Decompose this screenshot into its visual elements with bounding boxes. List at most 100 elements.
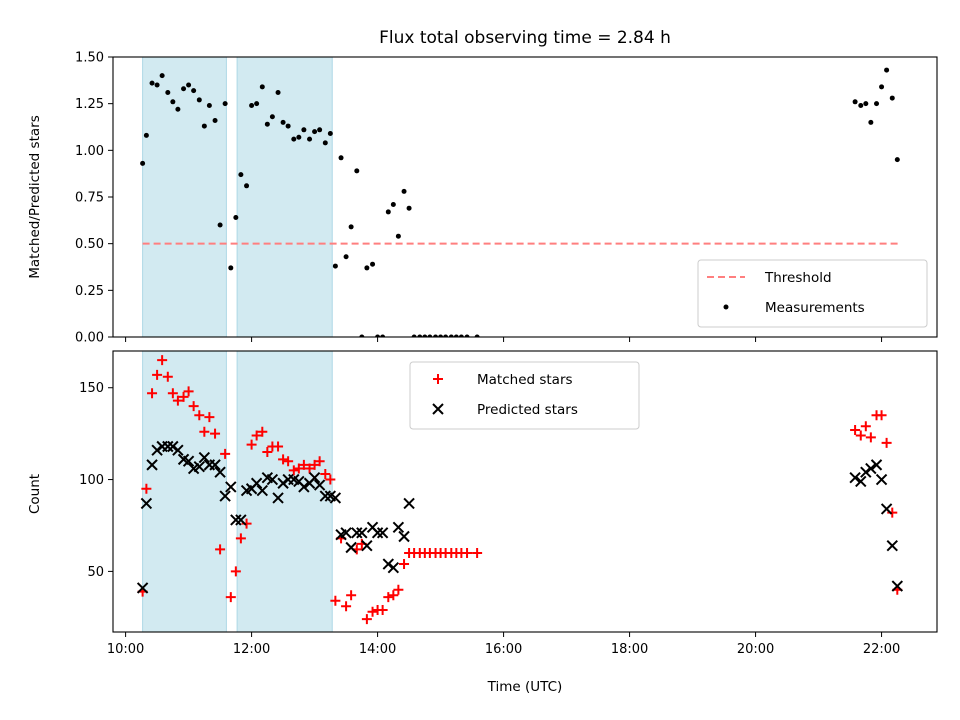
bottom-point-1-49 xyxy=(392,521,405,534)
bottom-point-1-18 xyxy=(230,514,242,526)
top-point-0-48 xyxy=(390,201,396,207)
top-y-tick-label-4: 1.00 xyxy=(75,144,104,159)
top-point-0-46 xyxy=(380,334,386,337)
top-point-0-5 xyxy=(165,89,171,95)
bottom-point-0-24 xyxy=(262,447,273,458)
top-point-0-59 xyxy=(448,334,454,337)
bottom-point-0-35 xyxy=(320,469,331,480)
top-point-0-56 xyxy=(433,334,439,337)
x-tick-label-1: 12:00 xyxy=(233,642,270,657)
bottom-point-1-40 xyxy=(345,541,357,554)
top-point-0-63 xyxy=(474,334,480,337)
bottom-point-1-57 xyxy=(875,473,888,486)
bottom-point-0-63 xyxy=(472,548,483,559)
top-point-0-37 xyxy=(332,263,338,269)
bottom-point-0-32 xyxy=(304,463,315,474)
top-point-0-1 xyxy=(143,132,149,138)
bottom-point-1-0 xyxy=(136,582,149,594)
top-point-0-8 xyxy=(181,86,187,92)
top-point-0-15 xyxy=(217,222,223,228)
bottom-point-1-31 xyxy=(298,481,310,493)
bottom-point-0-67 xyxy=(865,432,876,443)
top-point-0-6 xyxy=(170,99,176,105)
top-point-0-33 xyxy=(312,129,318,135)
top-shaded-interval-1 xyxy=(236,56,333,338)
top-point-0-0 xyxy=(140,160,146,166)
top-legend-box xyxy=(697,259,928,328)
top-point-0-28 xyxy=(285,123,291,129)
top-point-0-22 xyxy=(254,101,260,107)
top-point-0-39 xyxy=(343,254,349,260)
bottom-point-1-9 xyxy=(182,455,195,467)
top-point-0-25 xyxy=(269,114,275,120)
top-point-0-57 xyxy=(438,334,444,337)
bottom-point-0-44 xyxy=(367,606,378,617)
top-y-tick-label-0: 0.00 xyxy=(75,331,104,346)
top-point-0-43 xyxy=(364,265,370,271)
bottom-shaded-interval-1 xyxy=(236,350,333,633)
top-point-0-34 xyxy=(317,127,323,133)
top-point-0-20 xyxy=(244,183,250,189)
bottom-point-1-41 xyxy=(351,527,363,539)
bottom-point-1-39 xyxy=(340,527,352,539)
bottom-point-0-21 xyxy=(246,439,257,450)
bottom-point-0-8 xyxy=(178,391,189,402)
top-point-0-31 xyxy=(301,127,307,133)
top-point-0-2 xyxy=(149,80,155,86)
top-shaded-interval-0 xyxy=(142,56,227,338)
top-point-0-26 xyxy=(275,89,281,95)
bottom-point-1-16 xyxy=(219,490,231,502)
bottom-point-0-7 xyxy=(172,395,183,406)
top-legend-label-0: Threshold xyxy=(764,270,832,286)
top-point-0-68 xyxy=(874,101,880,107)
top-point-0-29 xyxy=(291,136,297,142)
bottom-point-0-1 xyxy=(141,483,152,494)
bottom-y-tick-label-1: 100 xyxy=(79,473,104,488)
top-point-0-30 xyxy=(296,134,302,140)
bottom-point-1-60 xyxy=(891,580,904,592)
bottom-point-0-17 xyxy=(225,592,236,603)
bottom-point-0-34 xyxy=(314,456,325,467)
x-tick-label-6: 22:00 xyxy=(863,642,900,657)
bottom-point-0-12 xyxy=(199,426,210,437)
x-tick-label-3: 16:00 xyxy=(485,642,522,657)
bottom-point-0-50 xyxy=(399,559,410,570)
top-point-0-66 xyxy=(863,101,869,107)
top-point-0-52 xyxy=(411,334,417,337)
bottom-point-0-3 xyxy=(152,369,163,380)
bottom-legend-marker-1 xyxy=(432,403,444,415)
bottom-point-1-25 xyxy=(266,473,279,486)
top-legend-marker-1 xyxy=(723,304,729,310)
bottom-point-0-26 xyxy=(273,441,284,452)
bottom-point-1-26 xyxy=(272,492,284,504)
bottom-point-0-31 xyxy=(298,459,309,470)
bottom-point-0-36 xyxy=(325,474,336,485)
top-point-0-53 xyxy=(417,334,423,337)
bottom-y-tick-label-2: 150 xyxy=(79,381,104,396)
bottom-axes-frame xyxy=(112,350,938,633)
bottom-point-1-55 xyxy=(865,462,877,475)
top-y-axis-label: Matched/Predicted stars xyxy=(27,115,43,278)
top-point-0-16 xyxy=(222,101,228,107)
top-panel: 0.00 0.25 0.50 0.75 1.00 1.25 1.50 Threshold Mea… xyxy=(75,51,938,346)
bottom-point-1-35 xyxy=(319,490,332,502)
top-point-0-54 xyxy=(422,334,428,337)
bottom-legend-marker-0 xyxy=(433,374,443,384)
bottom-point-1-2 xyxy=(146,459,158,471)
bottom-point-1-37 xyxy=(329,492,342,504)
bottom-point-0-11 xyxy=(194,410,205,421)
bottom-point-0-29 xyxy=(288,465,299,476)
top-point-0-24 xyxy=(264,121,270,127)
bottom-point-0-47 xyxy=(383,592,394,603)
bottom-point-0-18 xyxy=(230,566,241,577)
top-plot-area xyxy=(140,67,900,337)
top-point-0-41 xyxy=(354,168,360,174)
bottom-point-0-66 xyxy=(860,421,871,432)
top-point-0-51 xyxy=(406,205,412,211)
bottom-point-0-40 xyxy=(346,590,357,601)
bottom-point-0-9 xyxy=(183,386,194,397)
top-point-0-17 xyxy=(228,265,234,271)
bottom-point-1-59 xyxy=(886,539,898,552)
x-tick-label-0: 10:00 xyxy=(107,642,144,657)
